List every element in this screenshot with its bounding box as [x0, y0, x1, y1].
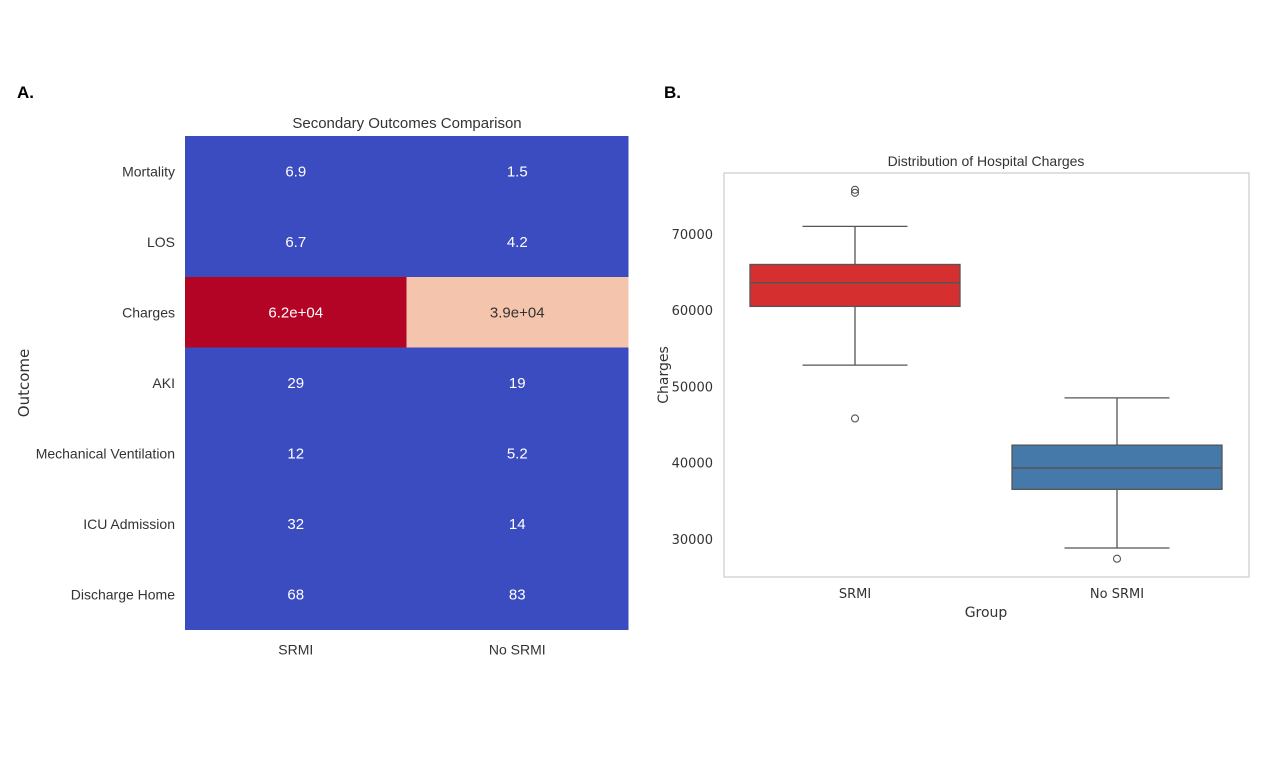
panel-a-label: A. [17, 83, 34, 102]
outlier-point [850, 414, 860, 423]
heatmap-cell [406, 488, 629, 560]
outlier-point [1112, 554, 1122, 563]
heatmap-cell-value: 83 [509, 586, 526, 603]
boxplot-y-ticks: 30000 40000 50000 60000 70000 [672, 228, 713, 548]
heatmap-row-label: Discharge Home [71, 586, 175, 602]
outlier-point [850, 185, 860, 194]
boxplot-title: Distribution of Hospital Charges [888, 153, 1085, 169]
heatmap-cell [406, 347, 629, 419]
heatmap-cell-value: 1.5 [507, 163, 528, 180]
heatmap-cell [185, 559, 407, 630]
heatmap-cell-value: 12 [287, 445, 304, 462]
y-tick-label: 60000 [672, 304, 713, 319]
heatmap-cell [406, 206, 629, 278]
heatmap-cell [185, 206, 407, 278]
y-tick-label: 50000 [672, 380, 713, 395]
x-tick-label: SRMI [839, 587, 871, 602]
heatmap-row-label: ICU Admission [83, 516, 175, 532]
heatmap-cell-value: 68 [287, 586, 304, 603]
heatmap-cell-value: 5.2 [507, 445, 528, 462]
heatmap-row-label: AKI [152, 375, 175, 391]
boxplot-x-ticks: SRMI No SRMI [839, 587, 1144, 602]
heatmap-column-label: No SRMI [489, 642, 546, 658]
heatmap-cell [406, 559, 629, 630]
heatmap-row-label: Mortality [122, 163, 175, 179]
heatmap-cell [185, 136, 407, 207]
heatmap-row-labels: Mortality LOS Charges AKI Mechanical Ventila… [36, 163, 176, 602]
y-tick-label: 30000 [672, 533, 713, 548]
heatmap-column-label: SRMI [278, 642, 313, 658]
heatmap-row-label: Charges [122, 304, 175, 320]
heatmap-cell-value: 14 [509, 516, 526, 533]
heatmap-row-label: LOS [147, 234, 175, 250]
y-tick-label: 40000 [672, 457, 713, 472]
heatmap-cell-value: 19 [509, 375, 526, 392]
heatmap-cell-value: 29 [287, 375, 304, 392]
boxplot-chart: Distribution of Hospital Charges Charges… [656, 153, 1250, 621]
heatmap-cell [185, 418, 407, 489]
heatmap-cell-value: 6.9 [285, 163, 306, 180]
boxplot-y-axis-label: Charges [656, 346, 672, 404]
heatmap-cell [406, 277, 629, 348]
x-tick-label: No SRMI [1090, 587, 1144, 602]
heatmap-cell-value: 3.9e+04 [490, 304, 545, 321]
heatmap-row-label: Mechanical Ventilation [36, 445, 175, 461]
boxplot-frame [723, 172, 1250, 578]
box [1011, 444, 1223, 490]
boxplot-x-axis-label: Group [965, 605, 1008, 621]
heatmap-y-axis-label: Outcome [15, 349, 33, 417]
box [749, 263, 961, 308]
heatmap-cell-value: 4.2 [507, 234, 528, 251]
heatmap-column-labels: SRMI No SRMI [278, 642, 545, 658]
y-tick-label: 70000 [672, 228, 713, 243]
heatmap-cell [185, 347, 407, 419]
boxplot-boxes [749, 185, 1223, 563]
outlier-point [850, 188, 860, 197]
heatmap-cell [185, 277, 407, 348]
heatmap-cell [185, 488, 407, 560]
heatmap-cell-value: 32 [287, 516, 304, 533]
heatmap-title: Secondary Outcomes Comparison [292, 115, 521, 132]
heatmap-cell-value: 6.2e+04 [268, 304, 323, 321]
heatmap-chart: Secondary Outcomes Comparison Outcome 6.… [15, 115, 629, 658]
panel-b-label: B. [664, 83, 681, 102]
heatmap-cell [406, 418, 629, 489]
heatmap-cell-value: 6.7 [285, 234, 306, 251]
heatmap-cells: 6.9 1.5 6.7 4.2 6.2e+04 3.9e+04 29 19 12 5.2 32 14 6… [185, 136, 629, 630]
heatmap-cell [406, 136, 629, 207]
